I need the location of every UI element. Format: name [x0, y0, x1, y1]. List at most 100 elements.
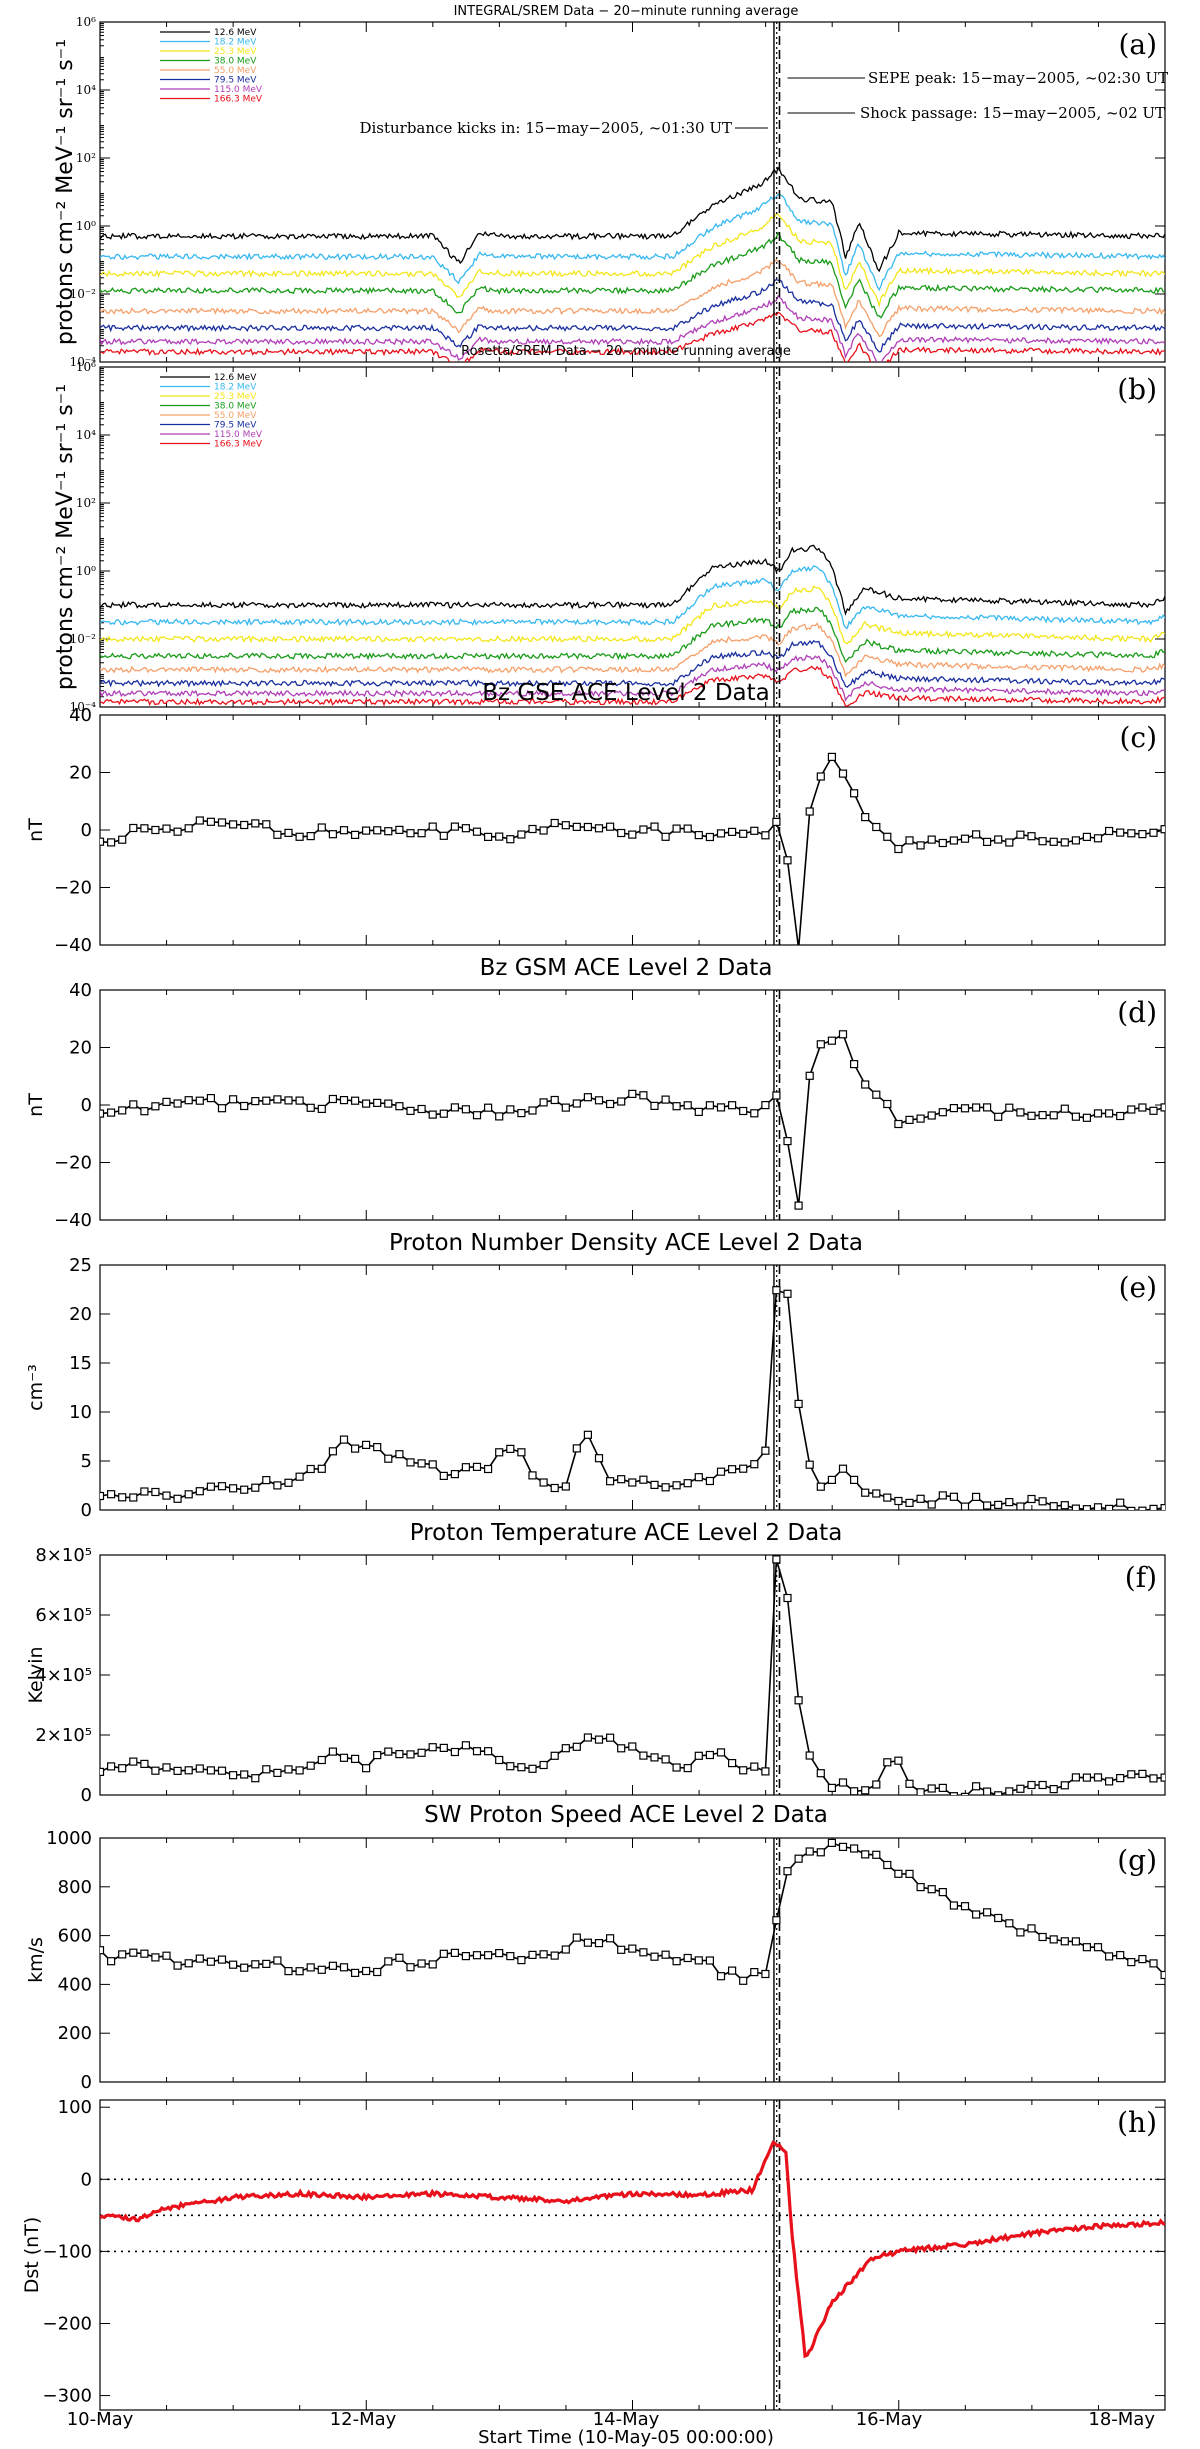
data-point: [284, 1966, 293, 1976]
panel-h: −300 −200 −100 0 100 Dst (nT) (h): [21, 2097, 1166, 2411]
data-point: [894, 1119, 903, 1129]
panel-title: SW Proton Speed ACE Level 2 Data: [424, 1802, 828, 1828]
y-tick-label: 0: [81, 2169, 92, 2190]
data-point: [971, 830, 981, 839]
data-point: [206, 1482, 215, 1491]
data-point: [229, 1771, 238, 1780]
y-tick-label: 4×10⁵: [35, 1665, 92, 1686]
y-tick-label: 10⁶: [76, 360, 96, 374]
legend-entry: 55.0 MeV: [214, 411, 257, 421]
data-point: [705, 832, 715, 842]
data-point: [1093, 1773, 1103, 1782]
x-axis-title: Start Time (10-May-05 00:00:00): [478, 2427, 774, 2448]
data-point: [106, 1108, 116, 1117]
data-point: [816, 1482, 825, 1491]
data-point: [251, 819, 260, 828]
data-point: [838, 1464, 848, 1473]
data-point: [106, 1490, 116, 1499]
data-point: [1027, 832, 1036, 841]
y-tick-label: 8×10⁵: [35, 1545, 92, 1566]
data-point: [495, 1755, 504, 1765]
data-point: [384, 1099, 393, 1108]
data-point: [971, 1910, 981, 1919]
data-point: [217, 1955, 227, 1964]
data-point: [450, 1747, 459, 1757]
data-point: [1104, 826, 1114, 836]
y-tick-label: 20: [69, 1304, 92, 1325]
data-point: [528, 1106, 537, 1115]
data-point: [1138, 1954, 1147, 1964]
data-point: [100, 1946, 105, 1955]
data-point: [1038, 837, 1047, 846]
data-point: [262, 1959, 271, 1969]
data-point: [971, 1782, 981, 1791]
data-point: [694, 830, 703, 840]
data-point: [683, 1479, 692, 1488]
data-point: [118, 1493, 127, 1502]
data-point: [994, 1500, 1003, 1510]
data-point: [395, 1953, 404, 1962]
data-point: [262, 1096, 271, 1105]
data-point: [106, 1762, 116, 1771]
data-series: [100, 1289, 1165, 1510]
data-point: [461, 1463, 470, 1472]
y-tick-label: 200: [58, 2023, 92, 2044]
data-point: [1116, 1498, 1125, 1507]
data-point: [484, 1103, 493, 1112]
data-point: [1104, 1952, 1114, 1961]
data-point: [594, 1096, 604, 1105]
data-point: [362, 1099, 371, 1108]
data-point: [295, 1472, 304, 1481]
data-point: [594, 824, 604, 833]
data-point: [872, 1489, 881, 1498]
data-point: [373, 1098, 382, 1108]
data-point: [938, 1491, 947, 1500]
panel-letter: (h): [1117, 2106, 1157, 2139]
panel-g: SW Proton Speed ACE Level 2 Data 0 200 400 6…: [25, 1802, 1166, 2093]
data-point: [861, 1488, 870, 1497]
data-point: [727, 1465, 737, 1474]
data-point: [306, 1103, 315, 1112]
data-point: [1038, 1497, 1047, 1506]
flux-series-1: [100, 565, 1165, 630]
data-point: [129, 1948, 138, 1957]
data-point: [938, 1887, 947, 1897]
data-point: [1071, 836, 1081, 845]
flux-series-6: [100, 294, 1165, 362]
legend-entry: 115.0 MeV: [214, 85, 263, 95]
data-point: [251, 1774, 260, 1783]
data-point: [1149, 828, 1158, 837]
data-point: [1049, 1502, 1058, 1510]
data-point: [727, 1966, 737, 1975]
data-point: [1049, 1111, 1058, 1120]
data-point: [872, 1780, 881, 1789]
y-tick-label: −100: [43, 2241, 92, 2262]
data-point: [916, 841, 925, 850]
data-point: [362, 826, 371, 835]
data-point: [594, 1454, 604, 1463]
data-point: [905, 836, 914, 845]
data-point: [1027, 1111, 1036, 1120]
data-point: [694, 1751, 703, 1760]
series-group: [100, 2140, 1165, 2359]
series-group: [100, 166, 1165, 362]
data-point: [428, 1110, 437, 1119]
legend-entry: 115.0 MeV: [214, 430, 263, 440]
data-point: [428, 1960, 437, 1969]
data-point: [650, 1101, 659, 1111]
data-point: [994, 1112, 1003, 1121]
panel-a: INTEGRAL/SREM Data − 20−minute running a…: [53, 4, 1168, 369]
y-tick-label: −20: [54, 878, 92, 899]
data-point: [306, 831, 315, 841]
data-point: [1104, 1777, 1114, 1786]
data-point: [1138, 1769, 1147, 1779]
y-tick-label: 10⁶: [76, 15, 96, 29]
data-point: [1104, 1109, 1114, 1118]
data-point: [605, 822, 615, 831]
data-point: [1005, 838, 1014, 847]
data-point: [960, 1902, 970, 1911]
data-point: [428, 1460, 437, 1469]
data-point: [1060, 1501, 1069, 1510]
data-point: [750, 1762, 759, 1771]
data-point: [384, 1747, 393, 1756]
